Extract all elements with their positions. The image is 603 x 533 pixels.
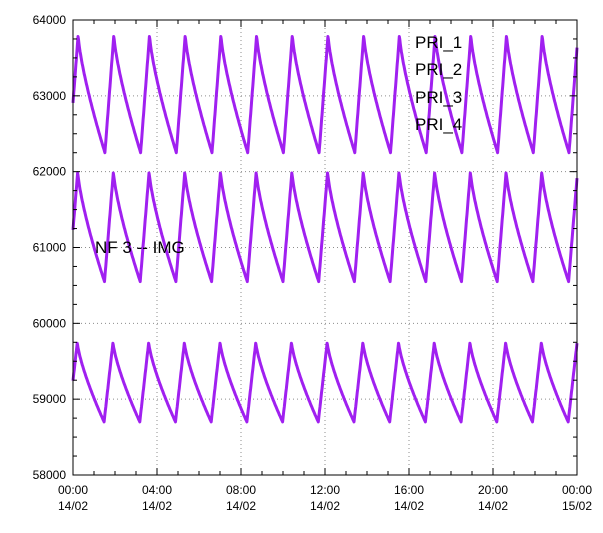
y-tick-label: 61000 <box>33 241 67 255</box>
legend: PRI_1 PRI_2 PRI_3 PRI_4 <box>415 33 462 134</box>
series-line-1 <box>71 35 579 155</box>
series <box>71 35 579 424</box>
tick-marks <box>72 19 578 476</box>
x-tick-time: 00:00 <box>58 483 88 497</box>
x-tick-date: 14/02 <box>58 499 88 513</box>
y-tick-label: 62000 <box>33 165 67 179</box>
grid <box>73 20 577 475</box>
x-tick-time: 00:00 <box>562 483 592 497</box>
y-tick-labels: 64000 63000 62000 61000 60000 59000 58000 <box>33 13 67 482</box>
x-tick-date: 15/02 <box>562 499 592 513</box>
x-tick-date: 14/02 <box>478 499 508 513</box>
x-tick-time: 16:00 <box>394 483 424 497</box>
y-tick-label: 60000 <box>33 316 67 330</box>
x-tick-labels: 00:00 14/02 04:00 14/02 08:00 14/02 12:00 14/02… <box>58 483 592 513</box>
legend-entry-4: PRI_4 <box>415 115 462 134</box>
x-tick-time: 08:00 <box>226 483 256 497</box>
x-tick-date: 14/02 <box>310 499 340 513</box>
legend-entry-2: PRI_2 <box>415 60 462 79</box>
y-tick-label: 58000 <box>33 468 67 482</box>
y-tick-label: 63000 <box>33 89 67 103</box>
x-tick-time: 12:00 <box>310 483 340 497</box>
x-tick-date: 14/02 <box>226 499 256 513</box>
legend-entry-1: PRI_1 <box>415 33 462 52</box>
x-tick-time: 04:00 <box>142 483 172 497</box>
x-tick-date: 14/02 <box>394 499 424 513</box>
annotation-label: NF 3 -- IMG <box>95 238 185 257</box>
x-tick-time: 20:00 <box>478 483 508 497</box>
y-tick-label: 64000 <box>33 13 67 27</box>
x-tick-date: 14/02 <box>142 499 172 513</box>
series-line-3 <box>71 341 579 424</box>
legend-entry-3: PRI_3 <box>415 88 462 107</box>
y-tick-label: 59000 <box>33 392 67 406</box>
series-line-2 <box>71 171 579 284</box>
